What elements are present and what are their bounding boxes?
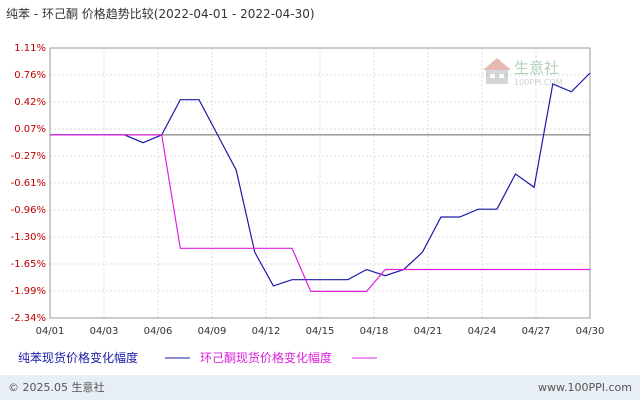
footer-copyright: © 2025.05 生意社 (8, 380, 104, 394)
grid (50, 48, 590, 318)
legend-label-series-1: 纯苯现货价格变化幅度 (18, 350, 138, 365)
watermark-site: 100PPI.COM (514, 78, 563, 87)
y-tick-label: -1.65% (11, 259, 46, 270)
y-tick-label: -1.99% (11, 286, 46, 297)
footer-bar (0, 375, 640, 400)
x-axis-ticks: 04/01 04/03 04/06 04/09 04/12 04/15 04/18 04/21… (36, 326, 605, 337)
watermark-logo-icon (483, 58, 511, 84)
x-tick-label: 04/18 (360, 326, 389, 337)
x-tick-label: 04/09 (198, 326, 227, 337)
y-tick-label: -2.34% (11, 313, 46, 324)
series-line-1 (50, 72, 591, 287)
x-tick-label: 04/12 (252, 326, 281, 337)
x-tick-label: 04/21 (414, 326, 443, 337)
series-line-2 (50, 134, 590, 292)
x-tick-label: 04/30 (576, 326, 605, 337)
y-tick-label: 0.76% (14, 70, 46, 81)
x-tick-label: 04/06 (144, 326, 173, 337)
plot-border (49, 47, 591, 319)
legend: 纯苯现货价格变化幅度 环己酮现货价格变化幅度 (18, 350, 377, 365)
y-tick-label: 0.07% (14, 124, 46, 135)
y-tick-label: -0.96% (11, 205, 46, 216)
x-tick-label: 04/01 (36, 326, 65, 337)
footer-site-link[interactable]: www.100PPI.com (538, 381, 632, 394)
y-tick-label: 0.42% (14, 97, 46, 108)
legend-label-series-2: 环己酮现货价格变化幅度 (200, 350, 332, 365)
x-tick-label: 04/15 (306, 326, 335, 337)
y-axis-ticks: 1.11% 0.76% 0.42% 0.07% -0.27% -0.61% -0.96% -1… (11, 43, 46, 324)
y-tick-label: -1.30% (11, 232, 46, 243)
x-tick-label: 04/03 (90, 326, 119, 337)
y-tick-label: -0.27% (11, 151, 46, 162)
y-tick-label: 1.11% (14, 43, 46, 54)
x-tick-label: 04/27 (522, 326, 551, 337)
watermark: 生意社 100PPI.COM (483, 58, 563, 87)
watermark-name: 生意社 (514, 59, 559, 77)
chart-title: 纯苯 - 环己酮 价格趋势比较(2022-04-01 - 2022-04-30) (6, 6, 315, 21)
series-lines (50, 72, 591, 292)
y-tick-label: -0.61% (11, 178, 46, 189)
x-tick-label: 04/24 (468, 326, 497, 337)
